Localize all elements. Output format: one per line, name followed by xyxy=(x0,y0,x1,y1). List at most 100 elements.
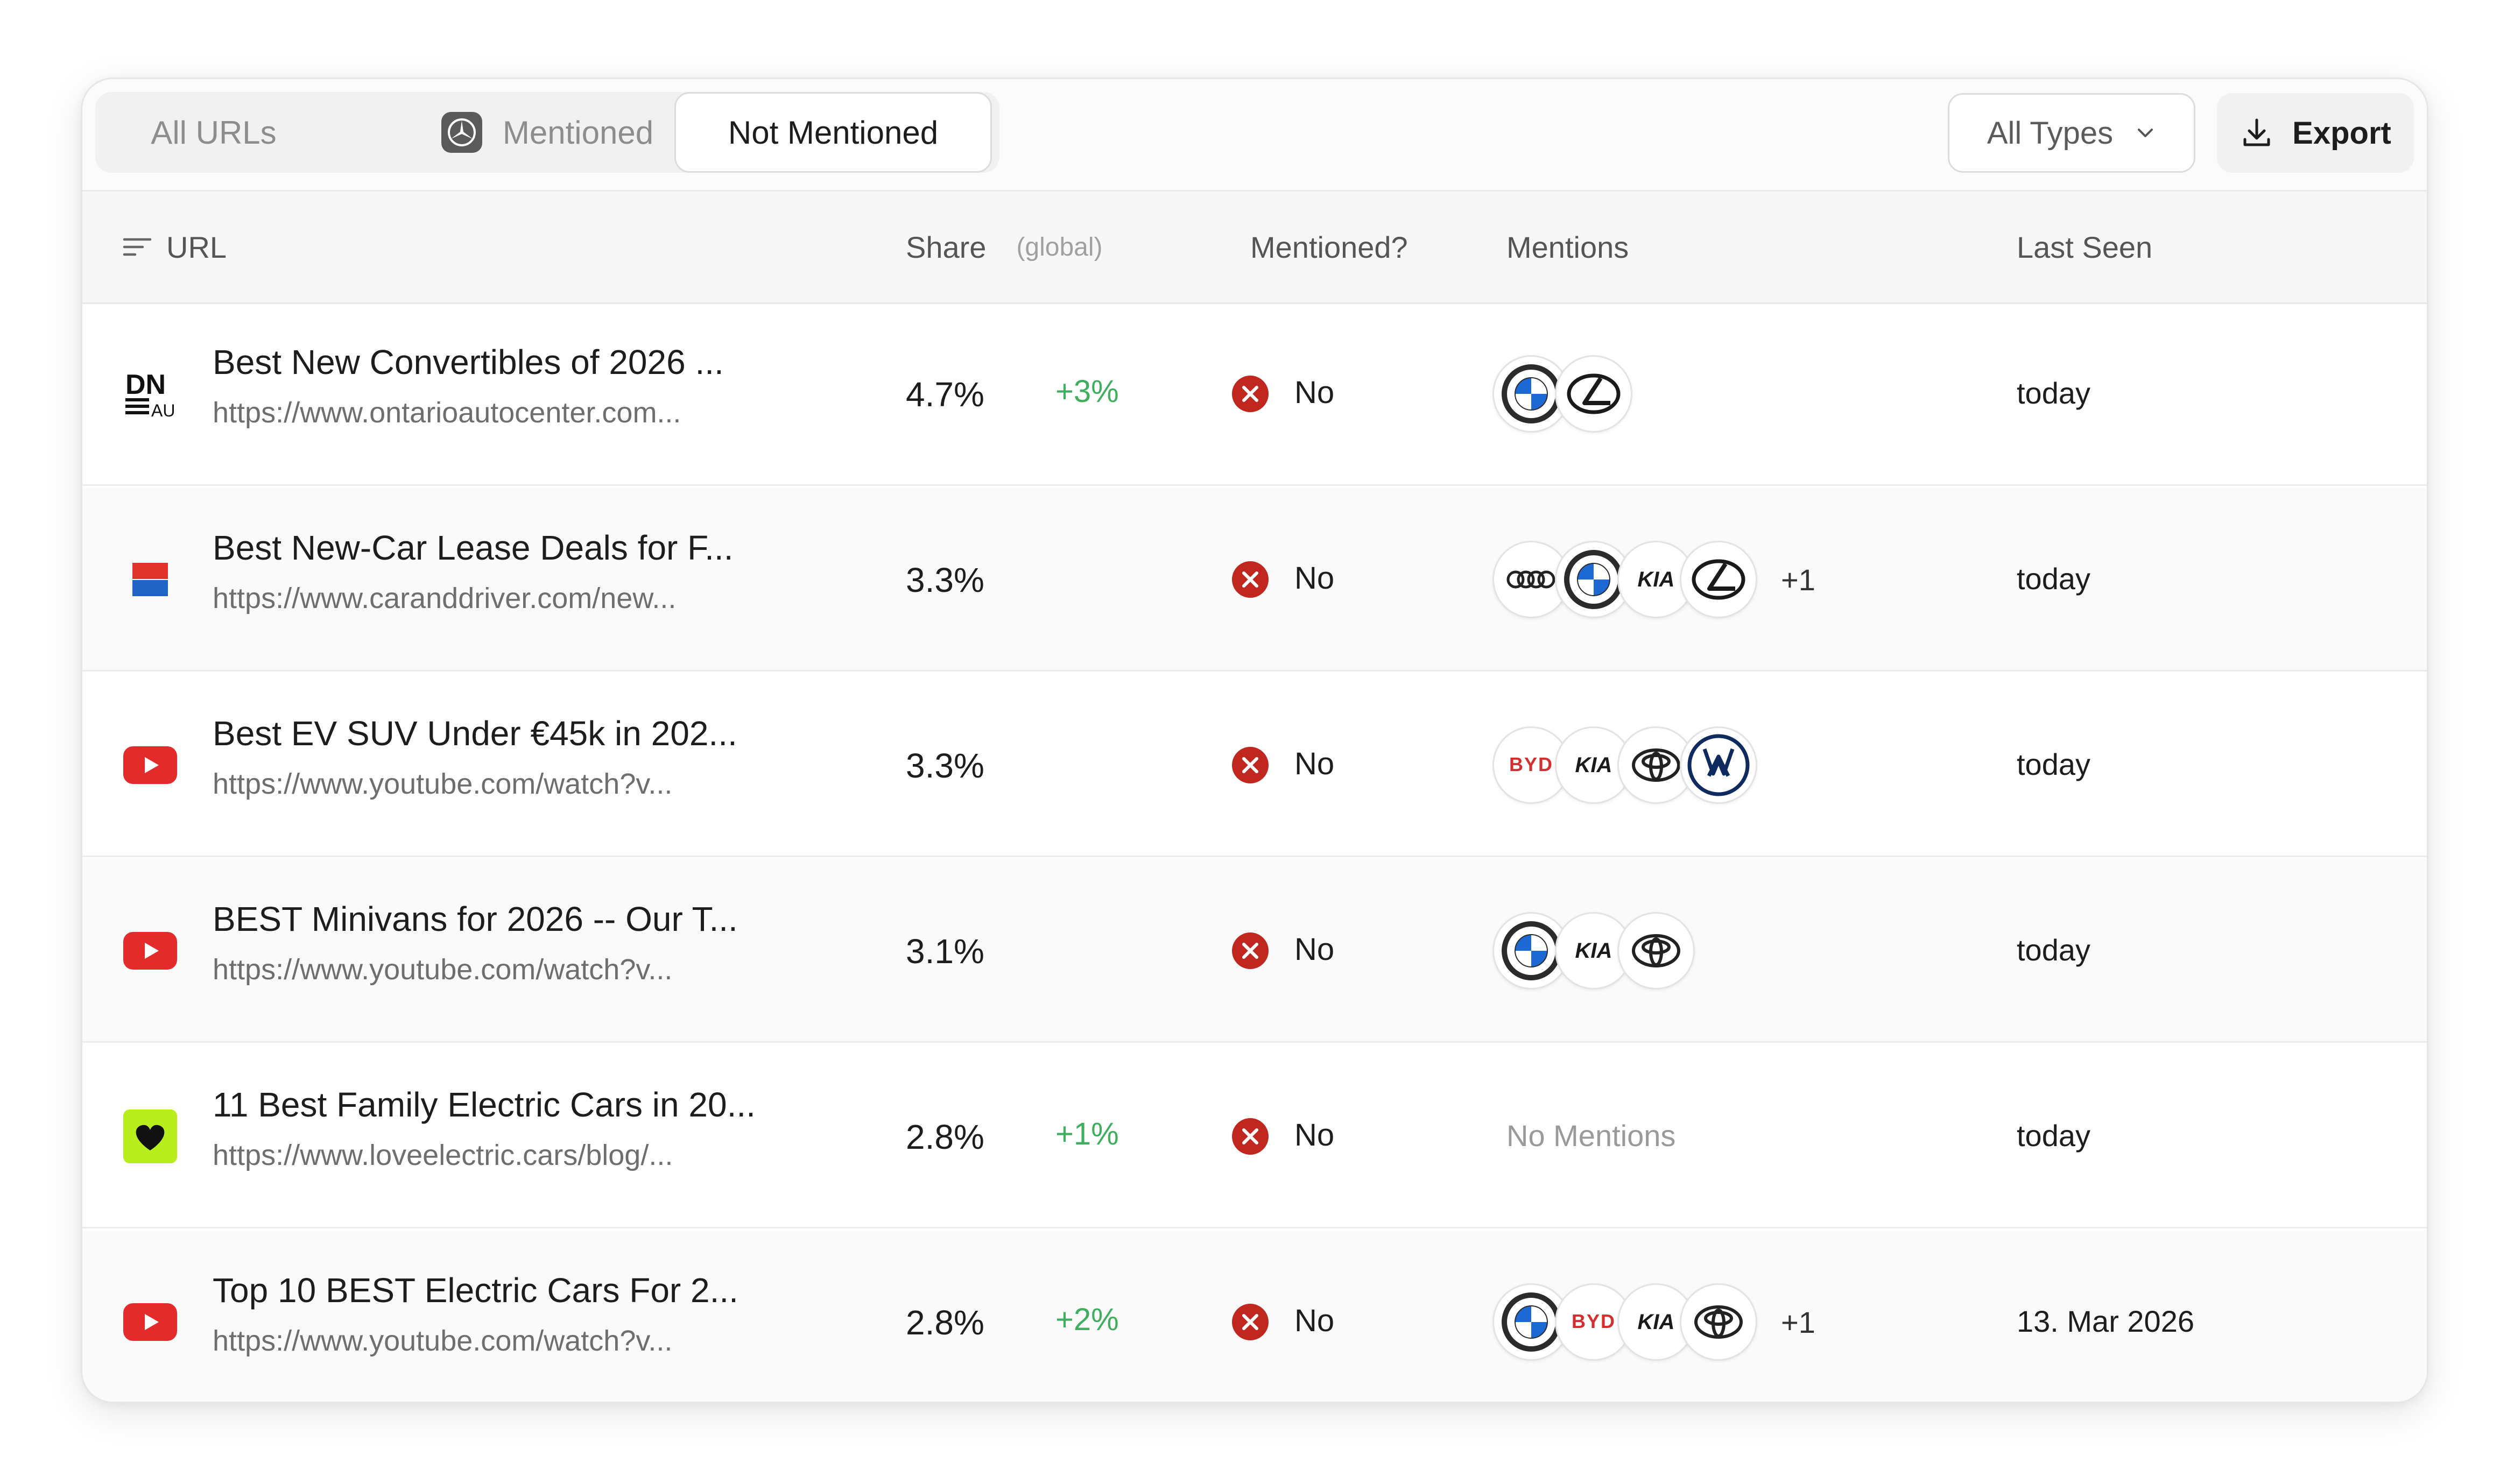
youtube-icon xyxy=(121,1293,179,1351)
table-row[interactable]: Best EV SUV Under €45k in 202... https://… xyxy=(82,674,2427,857)
mercedes-icon xyxy=(441,112,482,153)
mention-logos: KIA xyxy=(1492,910,1695,991)
svg-text:DN: DN xyxy=(125,369,166,400)
table-row[interactable]: BEST Minivans for 2026 -- Our T... https:… xyxy=(82,859,2427,1043)
urls-panel: All URLs Mentioned Not Mentioned All Typ… xyxy=(81,77,2428,1403)
tab-not-mentioned[interactable]: Not Mentioned xyxy=(674,92,992,173)
svg-text:KIA: KIA xyxy=(1638,1310,1675,1334)
tab-group: All URLs Mentioned Not Mentioned xyxy=(95,92,999,173)
svg-text:KIA: KIA xyxy=(1638,568,1675,591)
tab-all-urls[interactable]: All URLs xyxy=(95,92,332,173)
table-header: URL Share (global) Mentioned? Mentions L… xyxy=(82,192,2427,304)
not-mentioned-icon xyxy=(1231,746,1270,785)
youtube-icon xyxy=(121,922,179,980)
url-title[interactable]: 11 Best Family Electric Cars in 20... xyxy=(213,1085,756,1124)
toolbar: All URLs Mentioned Not Mentioned All Typ… xyxy=(82,79,2427,192)
mention-logos: BYD KIA +1 xyxy=(1492,1282,1815,1362)
column-mentions-label: Mentions xyxy=(1506,230,1629,264)
sort-icon xyxy=(121,234,153,260)
share-value: 3.3% xyxy=(906,746,984,785)
url-title[interactable]: BEST Minivans for 2026 -- Our T... xyxy=(213,900,738,938)
export-button[interactable]: Export xyxy=(2217,93,2414,173)
toyota-logo-icon[interactable] xyxy=(1680,1283,1757,1361)
volkswagen-logo-icon[interactable] xyxy=(1680,726,1757,804)
tab-label: Not Mentioned xyxy=(728,114,939,151)
column-url[interactable]: URL xyxy=(121,192,227,302)
svg-text:BYD: BYD xyxy=(1572,1310,1616,1332)
type-filter-dropdown[interactable]: All Types xyxy=(1948,93,2195,173)
export-label: Export xyxy=(2292,115,2391,151)
url-title[interactable]: Best New-Car Lease Deals for F... xyxy=(213,528,734,567)
column-mentions[interactable]: Mentions xyxy=(1506,192,1629,302)
share-value: 3.3% xyxy=(906,561,984,599)
url-title[interactable]: Best New Convertibles of 2026 ... xyxy=(213,343,724,381)
url-link[interactable]: https://www.caranddriver.com/new... xyxy=(213,582,677,614)
share-delta: +3% xyxy=(1055,374,1119,409)
share-value: 2.8% xyxy=(906,1303,984,1342)
url-link[interactable]: https://www.ontarioautocenter.com... xyxy=(213,397,681,429)
last-seen: today xyxy=(2017,376,2090,410)
column-last-seen[interactable]: Last Seen xyxy=(2017,192,2152,302)
url-link[interactable]: https://www.youtube.com/watch?v... xyxy=(213,768,673,800)
share-value: 4.7% xyxy=(906,375,984,414)
svg-text:KIA: KIA xyxy=(1575,939,1612,963)
column-share[interactable]: Share (global) xyxy=(906,192,1103,302)
bmw-logo-icon[interactable] xyxy=(1492,912,1570,990)
toyota-logo-icon[interactable] xyxy=(1617,912,1695,990)
mentioned-status: No xyxy=(1294,375,1335,410)
not-mentioned-icon xyxy=(1231,931,1270,970)
share-delta: +1% xyxy=(1055,1116,1119,1151)
svg-text:AU: AU xyxy=(151,401,175,420)
table-row[interactable]: Top 10 BEST Electric Cars For 2... https:… xyxy=(82,1231,2427,1402)
table-row[interactable]: 11 Best Family Electric Cars in 20... htt… xyxy=(82,1045,2427,1228)
more-mentions-count[interactable]: +1 xyxy=(1781,1305,1815,1339)
download-icon xyxy=(2240,116,2274,150)
url-title[interactable]: Top 10 BEST Electric Cars For 2... xyxy=(213,1271,738,1310)
mentioned-status: No xyxy=(1294,746,1335,781)
tab-label: Mentioned xyxy=(502,114,654,151)
mention-logos xyxy=(1492,354,1632,434)
last-seen: 13. Mar 2026 xyxy=(2017,1304,2194,1338)
byd-logo-icon[interactable]: BYD xyxy=(1492,726,1570,804)
mentioned-status: No xyxy=(1294,1303,1335,1338)
not-mentioned-icon xyxy=(1231,560,1270,599)
table-row[interactable]: DN AU Best New Convertibles of 2026 ... ht… xyxy=(82,302,2427,486)
column-last-seen-label: Last Seen xyxy=(2017,230,2153,264)
last-seen: today xyxy=(2017,1119,2090,1153)
last-seen: today xyxy=(2017,562,2090,596)
share-value: 3.1% xyxy=(906,932,984,971)
loveelectric-icon xyxy=(121,1107,179,1165)
tab-mentioned[interactable]: Mentioned xyxy=(343,92,752,173)
kia-logo-icon[interactable]: KIA xyxy=(1617,1283,1695,1361)
url-link[interactable]: https://www.loveelectric.cars/blog/... xyxy=(213,1139,673,1171)
svg-text:BYD: BYD xyxy=(1509,753,1553,775)
dnau-icon: DN AU xyxy=(121,365,179,423)
share-value: 2.8% xyxy=(906,1118,984,1156)
lexus-logo-icon[interactable] xyxy=(1680,541,1757,618)
no-mentions-text: No Mentions xyxy=(1506,1119,1676,1153)
url-title[interactable]: Best EV SUV Under €45k in 202... xyxy=(213,714,737,753)
column-mentioned-label: Mentioned? xyxy=(1250,230,1408,264)
lexus-logo-icon[interactable] xyxy=(1555,355,1632,433)
share-delta: +2% xyxy=(1055,1302,1119,1337)
chevron-down-icon xyxy=(2135,122,2156,144)
mentioned-status: No xyxy=(1294,932,1335,967)
url-link[interactable]: https://www.youtube.com/watch?v... xyxy=(213,1325,673,1357)
mentioned-status: No xyxy=(1294,561,1335,596)
url-link[interactable]: https://www.youtube.com/watch?v... xyxy=(213,953,673,986)
type-filter-value: All Types xyxy=(1987,115,2114,151)
mention-logos: KIA +1 xyxy=(1492,539,1815,620)
column-mentioned[interactable]: Mentioned? xyxy=(1250,192,1408,302)
kia-logo-icon[interactable]: KIA xyxy=(1555,912,1632,990)
not-mentioned-icon xyxy=(1231,1117,1270,1156)
last-seen: today xyxy=(2017,933,2090,967)
column-share-label: Share xyxy=(906,230,987,264)
last-seen: today xyxy=(2017,747,2090,781)
column-share-sublabel: (global) xyxy=(1016,232,1103,262)
mention-logos: BYD KIA xyxy=(1492,725,1757,805)
more-mentions-count[interactable]: +1 xyxy=(1781,562,1815,597)
svg-text:KIA: KIA xyxy=(1575,753,1612,777)
youtube-icon xyxy=(121,736,179,794)
not-mentioned-icon xyxy=(1231,374,1270,413)
table-row[interactable]: Best New-Car Lease Deals for F... https:/… xyxy=(82,488,2427,672)
